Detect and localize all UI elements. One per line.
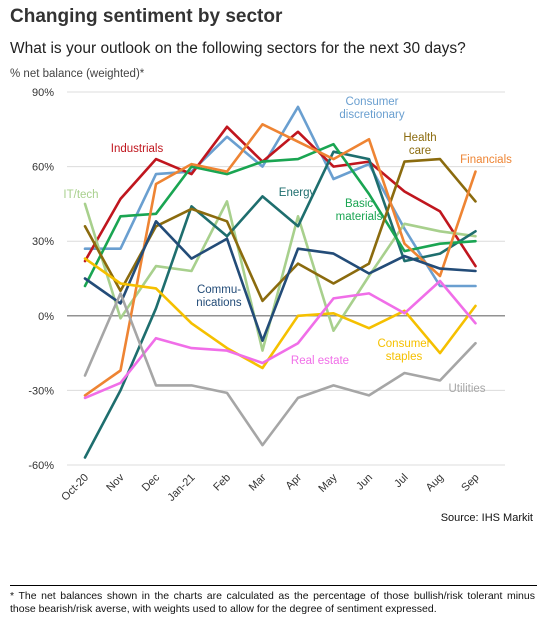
x-tick-label: Aug [424,472,446,494]
y-tick-label: 90% [32,87,54,99]
series-label-communications: Commu-nications [196,284,242,309]
x-tick-label: Jun [354,472,375,493]
series-line-industrials [83,125,477,268]
x-tick-label: May [316,471,340,495]
series-line-consumer-staples [83,257,477,370]
y-axis-unit-label: % net balance (weighted)* [10,68,145,80]
y-tick-label: -30% [28,385,54,397]
y-tick-label: -60% [28,460,54,472]
x-tick-label: Feb [211,472,233,494]
series-line-energy [83,150,477,459]
series-label-basic-materials: Basic materials [336,198,383,223]
x-tick-label: Oct-20 [59,472,91,504]
series-line-it-tech [83,200,477,352]
series-label-utilities: Utilities [448,383,485,395]
x-tick-label: Apr [284,471,305,492]
y-tick-label: 0% [38,311,54,323]
x-tick-label: Nov [104,471,127,494]
series-line-real-estate [83,279,477,400]
series-label-it-tech: IT/tech [63,189,98,201]
series-label-energy: Energy [279,187,316,199]
series-label-industrials: Industrials [111,143,164,155]
series-line-consumer-discretionary [83,105,477,288]
source-note: Source: IHS Markit [440,512,533,524]
footnote-divider [10,585,537,586]
x-tick-label: Dec [140,471,163,494]
series-line-communications [83,220,477,343]
series-label-consumer-discretionary: Consumer discretionary [339,96,404,121]
x-tick-label: Mar [247,471,269,493]
chart-title: Changing sentiment by sector [10,6,283,27]
series-label-real-estate: Real estate [291,355,349,367]
x-tick-label: Jul [392,472,410,490]
series-label-financials: Financials [460,154,512,166]
chart-subtitle: What is your outlook on the following se… [10,40,466,57]
footnote: * The net balances shown in the charts a… [10,590,535,615]
series-line-basic-materials [83,142,477,288]
series-label-consumer-staples: Consumer staples [377,338,430,363]
line-chart: 90% 60% 30% 0% -30% -60% Oct-20 Nov Dec Jan-21 Feb… [28,87,512,504]
x-tick-label: Jan-21 [165,472,197,504]
y-tick-label: 60% [32,162,54,174]
series-line-utilities [83,292,477,447]
series-line-financials [83,123,477,397]
series-label-health-care: Health care [403,132,436,157]
x-tick-label: Sep [459,472,481,494]
y-tick-label: 30% [32,236,54,248]
